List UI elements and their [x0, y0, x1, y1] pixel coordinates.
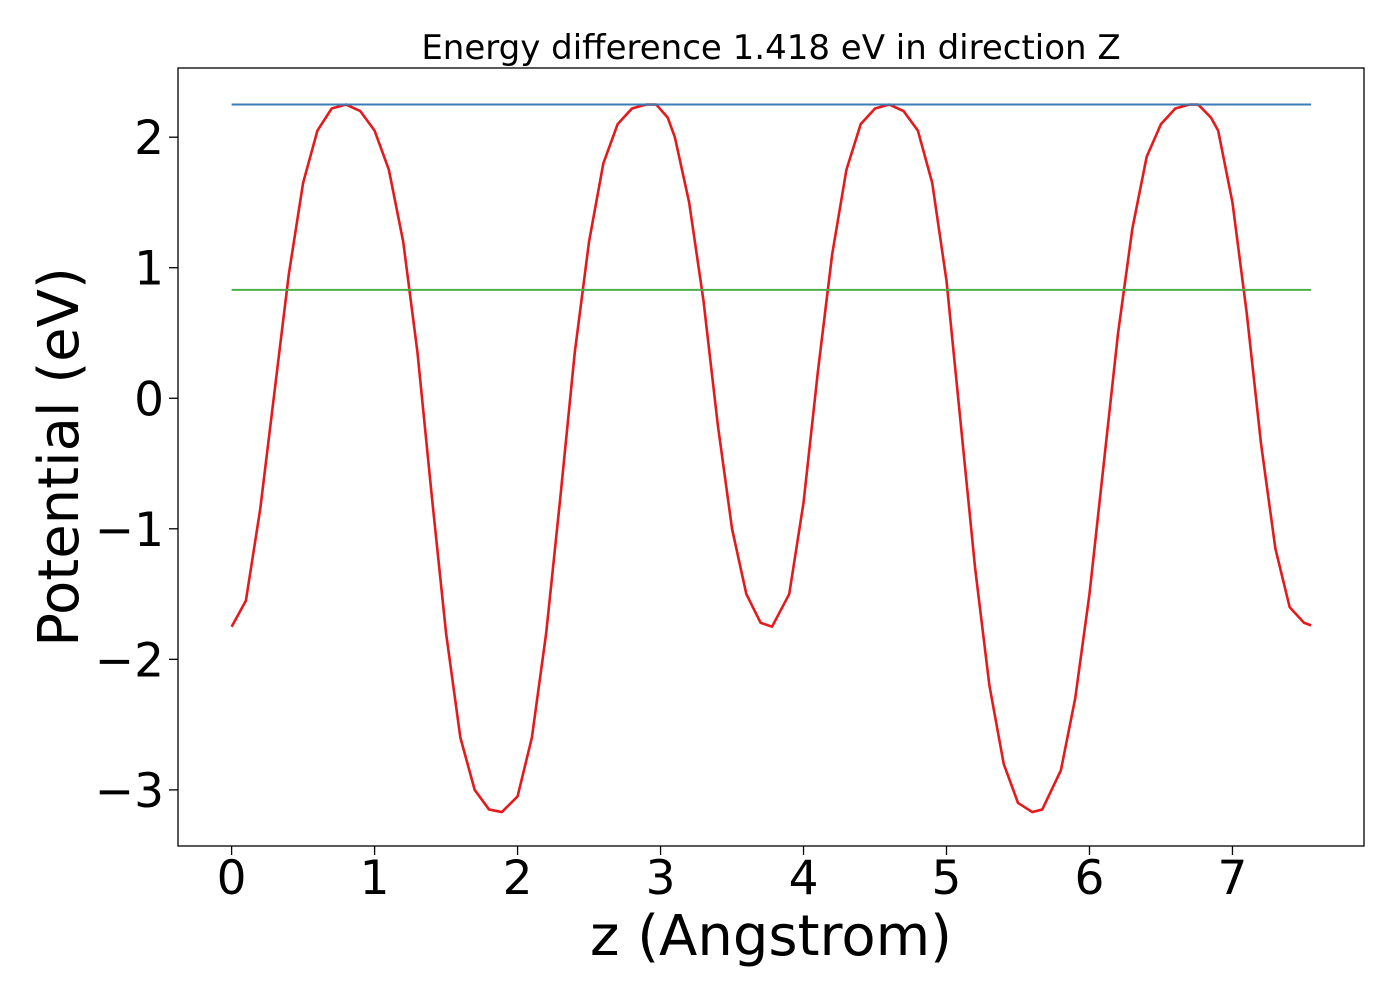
y-tick-label: −3: [95, 764, 164, 819]
x-tick-label: 5: [932, 851, 962, 906]
x-tick-label: 7: [1218, 851, 1248, 906]
potential-curve: [230, 103, 1312, 814]
y-tick-label: −1: [95, 503, 164, 558]
x-tick-label: 0: [217, 851, 247, 906]
y-axis-label: Potential (eV): [27, 267, 92, 647]
y-tick-label: 0: [134, 372, 164, 427]
x-tick-label: 4: [789, 851, 819, 906]
x-tick-label: 6: [1075, 851, 1105, 906]
y-tick-label: −2: [95, 633, 164, 688]
y-axis: 2 1 0 −1 −2 −3: [95, 111, 178, 819]
x-axis: 0 1 2 3 4 5 6 7: [217, 846, 1248, 906]
x-axis-label: z (Angstrom): [590, 904, 952, 969]
chart-title: Energy difference 1.418 eV in direction …: [421, 28, 1120, 68]
plot-area: [230, 103, 1312, 814]
plot-frame: [177, 67, 1365, 847]
x-tick-label: 1: [360, 851, 390, 906]
y-tick-label: 1: [134, 242, 164, 297]
x-tick-label: 3: [646, 851, 676, 906]
y-tick-label: 2: [134, 111, 164, 166]
x-tick-label: 2: [503, 851, 533, 906]
